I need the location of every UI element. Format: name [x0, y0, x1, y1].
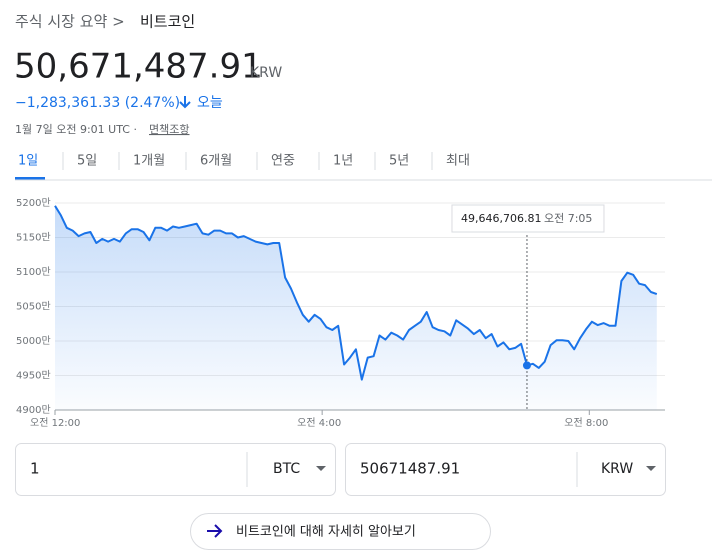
y-tick-label: 5150만 [16, 232, 51, 244]
tab[interactable]: 최대 [446, 154, 470, 169]
to-currency[interactable]: KRW [601, 461, 633, 477]
dropdown-arrow [646, 466, 656, 471]
currency: KRW [250, 65, 282, 81]
change: −1,283,361.33 (2.47%) [15, 95, 180, 111]
down-arrow [179, 96, 191, 109]
tooltip-time: 오전 7:05 [544, 212, 592, 225]
breadcrumb[interactable]: 주식 시장 요약 > [15, 13, 125, 31]
y-tick-label: 4900만 [16, 404, 51, 416]
tab[interactable]: 1개월 [133, 154, 165, 169]
tab[interactable]: 5년 [389, 154, 409, 169]
dropdown-arrow [316, 466, 326, 471]
from-currency[interactable]: BTC [273, 461, 300, 477]
x-tick-label: 오전 12:00 [30, 417, 80, 429]
amount-box[interactable] [15, 443, 336, 496]
x-tick-label: 오전 4:00 [297, 417, 341, 429]
breadcrumb-current: 비트코인 [140, 13, 195, 31]
result-box[interactable] [345, 443, 666, 496]
period: 오늘 [197, 95, 223, 111]
price: 50,671,487.91 [14, 47, 263, 87]
y-tick-label: 4950만 [16, 370, 51, 382]
price-line [54, 205, 658, 381]
result[interactable]: 50671487.91 [360, 460, 460, 478]
hover-point [522, 361, 531, 370]
timestamp: 1월 7일 오전 9:01 UTC · [15, 122, 137, 136]
more-button-label[interactable]: 비트코인에 대해 자세히 알아보기 [236, 525, 416, 540]
amount[interactable]: 1 [30, 460, 40, 478]
tab[interactable]: 1일 [18, 154, 38, 169]
area-fill [55, 205, 657, 410]
tooltip-value: 49,646,706.81 [461, 212, 541, 225]
tab[interactable]: 연중 [271, 154, 295, 169]
y-tick-label: 5050만 [16, 301, 51, 313]
y-tick-label: 5000만 [16, 335, 51, 347]
disclaimer[interactable]: 면책조항 [149, 123, 189, 136]
y-tick-label: 5100만 [16, 266, 51, 278]
x-tick-label: 오전 8:00 [564, 417, 608, 429]
arrow-icon [207, 524, 223, 538]
tooltip-box [451, 204, 605, 233]
tab[interactable]: 6개월 [200, 154, 232, 169]
y-tick-label: 5200만 [16, 197, 51, 209]
tab-indicator [15, 177, 45, 180]
more-button[interactable] [190, 513, 491, 550]
tab[interactable]: 5일 [77, 154, 97, 169]
tab[interactable]: 1년 [333, 154, 353, 169]
